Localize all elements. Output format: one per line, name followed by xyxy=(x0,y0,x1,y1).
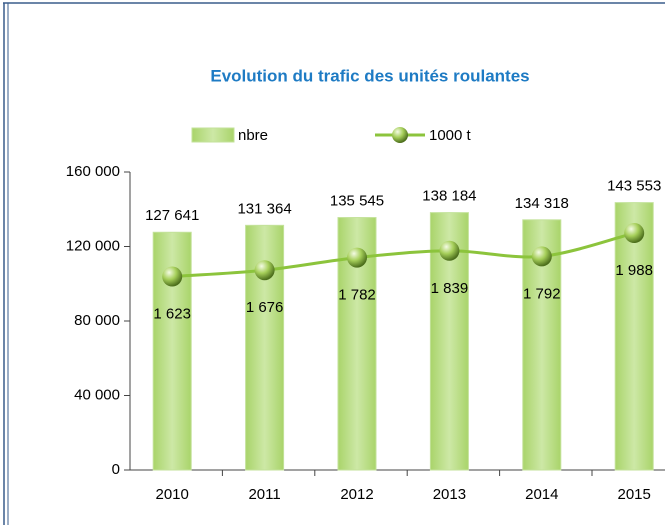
chart-title: Evolution du trafic des unités roulantes xyxy=(210,66,529,85)
y-tick-label: 40 000 xyxy=(74,386,120,403)
y-tick-label: 120 000 xyxy=(66,237,120,254)
line-marker xyxy=(439,240,460,261)
x-tick-label: 2015 xyxy=(618,486,651,503)
line-value-label: 1 623 xyxy=(153,306,191,323)
bar-value-label: 127 641 xyxy=(145,207,199,224)
line-value-label: 1 676 xyxy=(246,299,284,316)
line-marker xyxy=(531,246,552,267)
legend-label: 1000 t xyxy=(429,127,472,144)
y-tick-label: 0 xyxy=(112,461,120,478)
line-value-label: 1 782 xyxy=(338,287,376,304)
line-value-label: 1 792 xyxy=(523,285,561,302)
bar-value-label: 131 364 xyxy=(237,200,291,217)
line-marker xyxy=(347,247,367,268)
bar xyxy=(614,202,654,471)
legend-label: nbre xyxy=(238,127,268,144)
x-tick-label: 2010 xyxy=(156,486,189,503)
bar-value-label: 143 553 xyxy=(607,178,661,195)
y-tick-label: 160 000 xyxy=(66,163,120,180)
line-marker xyxy=(254,260,275,281)
line-marker xyxy=(162,266,183,287)
bar-value-label: 135 545 xyxy=(330,193,384,210)
bar-value-label: 134 318 xyxy=(515,195,569,212)
legend-marker xyxy=(392,127,408,143)
x-tick-label: 2013 xyxy=(433,486,466,503)
x-tick-label: 2012 xyxy=(340,486,373,503)
y-tick-label: 80 000 xyxy=(74,312,120,329)
line-marker xyxy=(624,223,645,244)
line-value-label: 1 839 xyxy=(431,280,469,297)
x-tick-label: 2011 xyxy=(248,486,280,503)
legend-swatch xyxy=(191,127,235,143)
x-tick-label: 2014 xyxy=(525,486,558,503)
bar-value-label: 138 184 xyxy=(422,188,476,205)
line-value-label: 1 988 xyxy=(615,262,653,279)
